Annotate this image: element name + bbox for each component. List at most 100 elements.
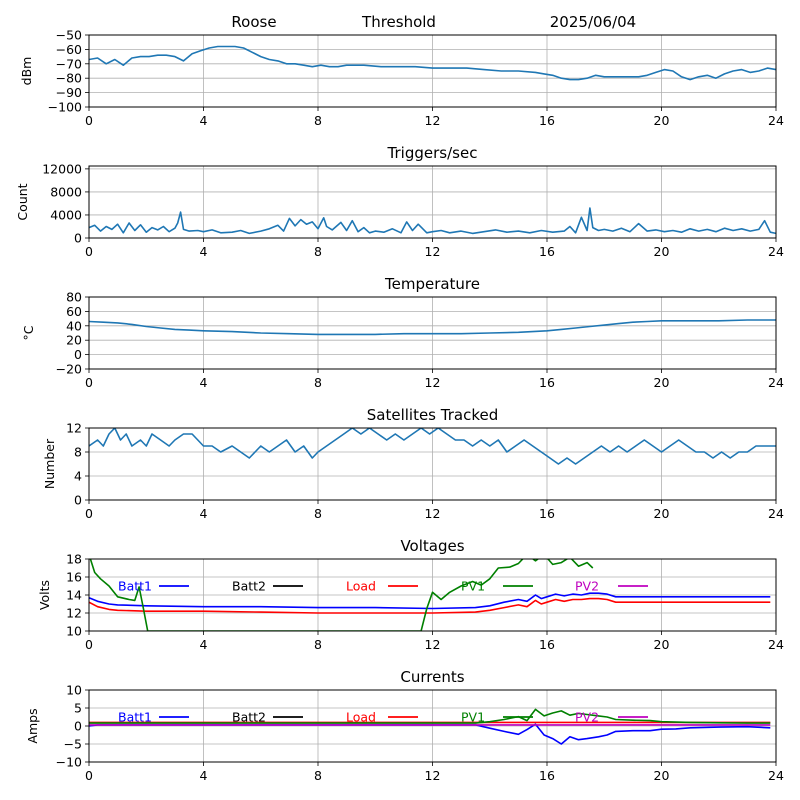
x-tick-label: 12 <box>425 506 441 521</box>
x-tick-label: 4 <box>200 637 208 652</box>
y-tick-label: 10 <box>66 683 82 698</box>
x-tick-label: 8 <box>314 768 322 783</box>
y-tick-label: 80 <box>66 290 82 305</box>
y-tick-label: 16 <box>66 570 82 585</box>
y-axis-label: dBm <box>19 57 34 86</box>
series-line-batt1 <box>89 592 771 610</box>
y-tick-label: 4 <box>74 469 82 484</box>
chart-panel-5: 0 4 8 12 16 20 24 10 12 14 16 18 Volts Voltages Batt1 B… <box>37 537 784 652</box>
x-tick-label: 0 <box>85 637 93 652</box>
x-tick-label: 24 <box>768 637 784 652</box>
chart-panel-4: 0 4 8 12 16 20 24 0 4 8 12 Number Satellites Tracked <box>42 406 784 521</box>
x-tick-label: 12 <box>425 244 441 259</box>
x-tick-label: 16 <box>539 768 555 783</box>
y-tick-label: −90 <box>56 85 82 100</box>
x-tick-label: 0 <box>85 506 93 521</box>
y-tick-label: 10 <box>66 624 82 639</box>
x-tick-label: 24 <box>768 244 784 259</box>
y-tick-label: −5 <box>64 737 82 752</box>
panel-title: Currents <box>400 668 464 686</box>
x-tick-label: 24 <box>768 506 784 521</box>
y-axis-label: Number <box>42 438 57 489</box>
series-line-1 <box>89 319 776 336</box>
legend-label-batt1: Batt1 <box>118 710 152 725</box>
x-tick-label: 0 <box>85 244 93 259</box>
panel-title: Temperature <box>384 275 480 293</box>
x-tick-label: 0 <box>85 768 93 783</box>
x-tick-label: 0 <box>85 113 93 128</box>
legend-label-batt2: Batt2 <box>232 579 266 594</box>
x-tick-label: 16 <box>539 244 555 259</box>
y-tick-label: −100 <box>48 100 82 115</box>
x-tick-label: 24 <box>768 113 784 128</box>
y-tick-label: 14 <box>66 588 82 603</box>
x-tick-label: 4 <box>200 244 208 259</box>
x-tick-label: 16 <box>539 637 555 652</box>
y-tick-label: −20 <box>56 362 82 377</box>
series-line-1 <box>89 45 776 81</box>
x-tick-label: 8 <box>314 637 322 652</box>
y-tick-label: −80 <box>56 71 82 86</box>
x-tick-label: 4 <box>200 375 208 390</box>
legend-label-pv2: PV2 <box>575 710 599 725</box>
series-line-load <box>89 597 771 614</box>
x-tick-label: 8 <box>314 375 322 390</box>
y-tick-label: −60 <box>56 42 82 57</box>
y-tick-label: 0 <box>74 231 82 246</box>
x-tick-label: 20 <box>654 375 670 390</box>
y-tick-label: 18 <box>66 552 82 567</box>
y-tick-label: 8000 <box>50 184 82 199</box>
legend-label-load: Load <box>346 579 376 594</box>
panel-title: Satellites Tracked <box>367 406 498 424</box>
y-axis-label: Amps <box>25 708 40 743</box>
x-tick-label: 20 <box>654 637 670 652</box>
y-tick-label: 60 <box>66 304 82 319</box>
y-tick-label: 40 <box>66 318 82 333</box>
y-tick-label: 12000 <box>42 161 82 176</box>
y-tick-label: 8 <box>74 445 82 460</box>
series-line-1 <box>89 428 776 465</box>
x-tick-label: 24 <box>768 768 784 783</box>
x-tick-label: 8 <box>314 113 322 128</box>
y-tick-label: 0 <box>74 493 82 508</box>
chart-panel-6: 0 4 8 12 16 20 24 −10 −5 0 5 10 Amps Currents Batt1 Bat… <box>25 668 784 783</box>
y-tick-label: 12 <box>66 421 82 436</box>
series-line-pv1 <box>89 559 594 631</box>
series-line-1 <box>89 207 776 235</box>
y-tick-label: 4000 <box>50 207 82 222</box>
series-line-pv1 <box>89 708 771 724</box>
x-tick-label: 16 <box>539 375 555 390</box>
y-tick-label: 0 <box>74 719 82 734</box>
legend-label-pv1: PV1 <box>461 579 485 594</box>
legend-label-pv1: PV1 <box>461 710 485 725</box>
header-site: Roose <box>231 13 276 31</box>
panel-title: Voltages <box>400 537 464 555</box>
panel-title: Triggers/sec <box>387 144 478 162</box>
legend-label-batt2: Batt2 <box>232 710 266 725</box>
x-tick-label: 4 <box>200 113 208 128</box>
series-line-batt1 <box>89 723 771 745</box>
x-tick-label: 20 <box>654 506 670 521</box>
x-tick-label: 20 <box>654 244 670 259</box>
chart-panel-2: 0 4 8 12 16 20 24 0 4000 8000 12000 Count Triggers/s… <box>15 144 784 259</box>
x-tick-label: 4 <box>200 506 208 521</box>
x-tick-label: 20 <box>654 113 670 128</box>
x-tick-label: 16 <box>539 506 555 521</box>
x-tick-label: 0 <box>85 375 93 390</box>
y-tick-label: 0 <box>74 347 82 362</box>
y-axis-label: °C <box>21 325 36 340</box>
x-tick-label: 12 <box>425 375 441 390</box>
y-tick-label: −50 <box>56 28 82 43</box>
y-tick-label: 12 <box>66 606 82 621</box>
x-tick-label: 8 <box>314 244 322 259</box>
x-tick-label: 8 <box>314 506 322 521</box>
y-axis-label: Count <box>15 183 30 220</box>
x-tick-label: 24 <box>768 375 784 390</box>
header-date: 2025/06/04 <box>550 13 636 31</box>
legend-label-load: Load <box>346 710 376 725</box>
y-axis-label: Volts <box>37 580 52 610</box>
y-tick-label: −70 <box>56 56 82 71</box>
x-tick-label: 12 <box>425 637 441 652</box>
